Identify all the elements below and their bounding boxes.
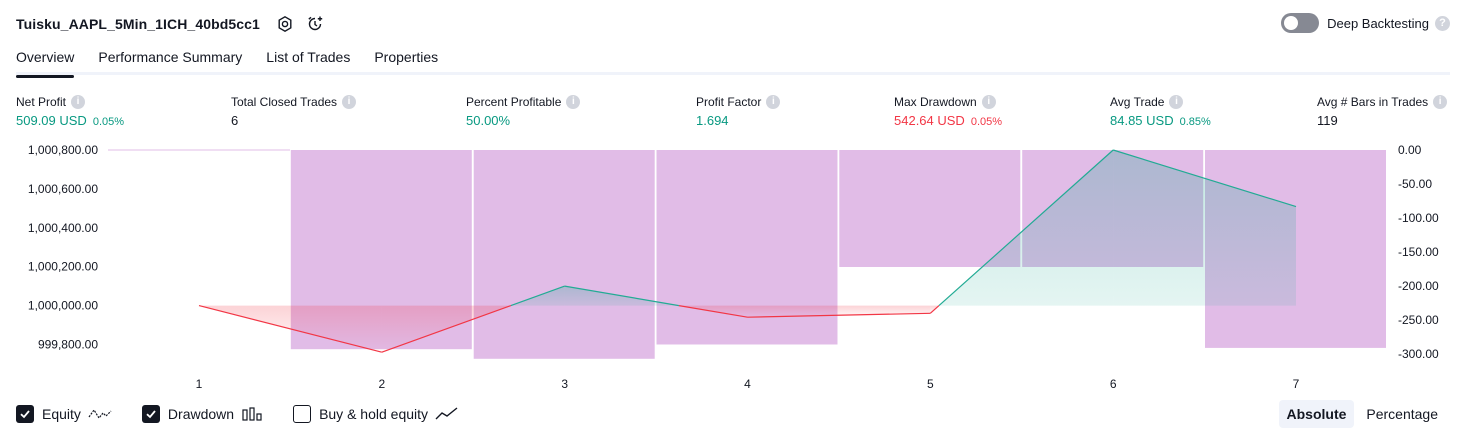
strategy-title: Tuisku_AAPL_5Min_1ICH_40bd5cc1 — [16, 16, 260, 32]
settings-icon[interactable] — [274, 13, 296, 35]
drawdown-bar — [839, 150, 1021, 267]
deep-backtesting-label: Deep Backtesting — [1327, 15, 1429, 31]
toggle-knob — [1284, 16, 1299, 30]
legend-buy-hold-equity[interactable]: Buy & hold equity — [293, 405, 459, 423]
info-icon[interactable]: i — [342, 94, 357, 109]
equity-line-segment — [929, 305, 940, 314]
right-axis-tick: -300.00 — [1398, 347, 1439, 361]
info-icon[interactable]: i — [981, 94, 996, 109]
chart-legend: Equity Drawdown Buy & hold equity — [16, 403, 489, 425]
legend-drawdown[interactable]: Drawdown — [141, 405, 263, 423]
legend-equity[interactable]: Equity — [16, 405, 112, 423]
equity-gain-area — [1113, 150, 1296, 306]
equity-drawdown-chart[interactable]: 1,000,800.00 1,000,600.00 1,000,400.00 1,00… — [0, 138, 1466, 398]
left-axis-tick: 999,800.00 — [38, 337, 98, 351]
equity-loss-area — [747, 305, 931, 318]
metric-value: 119 — [1317, 113, 1338, 128]
info-icon[interactable]: i — [1169, 94, 1184, 109]
equity-line-icon — [88, 406, 112, 422]
buy-hold-line-icon — [435, 406, 459, 422]
info-icon[interactable]: i — [1433, 94, 1448, 109]
right-axis-tick: -250.00 — [1398, 313, 1439, 327]
value-mode-switch: Absolute Percentage — [1278, 400, 1447, 428]
strategy-header: Tuisku_AAPL_5Min_1ICH_40bd5cc1 — [16, 12, 326, 36]
info-icon[interactable]: i — [766, 94, 781, 109]
equity-line-segment — [564, 285, 680, 307]
left-axis-tick: 1,000,800.00 — [28, 143, 98, 157]
percentage-button[interactable]: Percentage — [1366, 406, 1438, 422]
metric-total-closed-trades: Total Closed Trades i 6 — [231, 94, 357, 128]
equity-line-segment — [198, 305, 382, 353]
legend-label: Buy & hold equity — [319, 406, 429, 422]
metric-label: Profit Factor — [696, 94, 762, 109]
report-tabs: Overview Performance Summary List of Tra… — [16, 44, 1450, 78]
right-axis-tick: -50.00 — [1398, 177, 1432, 191]
x-axis-tick: 5 — [927, 377, 934, 391]
tab-performance-summary[interactable]: Performance Summary — [98, 49, 243, 65]
x-axis-tick: 3 — [561, 377, 568, 391]
metric-label: Max Drawdown — [894, 94, 977, 109]
left-axis-tick: 1,000,600.00 — [28, 182, 98, 196]
tab-list-of-trades[interactable]: List of Trades — [266, 49, 351, 65]
deep-backtesting-control: Deep Backtesting ? — [1281, 13, 1450, 33]
metric-net-profit: Net Profit i 509.09 USD 0.05% — [16, 94, 124, 128]
metric-avg-bars-in-trades: Avg # Bars in Trades i 119 — [1317, 94, 1448, 128]
drawdown-bar — [473, 150, 655, 359]
metric-label: Avg # Bars in Trades — [1317, 94, 1429, 109]
metric-value: 542.64 USD — [894, 113, 965, 128]
left-axis-tick: 1,000,000.00 — [28, 299, 98, 313]
metric-label: Net Profit — [16, 94, 67, 109]
info-icon[interactable]: i — [566, 94, 581, 109]
equity-line-segment — [678, 305, 748, 318]
question-icon[interactable]: ? — [1435, 15, 1450, 31]
right-axis-tick: 0.00 — [1398, 143, 1422, 157]
x-axis-tick: 7 — [1293, 377, 1300, 391]
metric-label: Avg Trade — [1110, 94, 1165, 109]
metric-value: 50.00% — [466, 113, 511, 128]
equity-line-segment — [510, 285, 565, 307]
add-alert-icon[interactable] — [304, 13, 326, 35]
buy-hold-checkbox[interactable] — [293, 405, 312, 423]
right-axis-tick: -200.00 — [1398, 279, 1439, 293]
metric-profit-factor: Profit Factor i 1.694 — [696, 94, 781, 128]
left-axis-tick: 1,000,200.00 — [28, 260, 98, 274]
metric-avg-trade: Avg Trade i 84.85 USD 0.85% — [1110, 94, 1211, 128]
metric-label: Percent Profitable — [466, 94, 562, 109]
deep-backtesting-toggle[interactable] — [1281, 13, 1320, 33]
equity-line-segment — [381, 305, 512, 353]
metrics-row: Net Profit i 509.09 USD 0.05% Total Closed… — [16, 94, 1450, 132]
left-axis-tick: 1,000,400.00 — [28, 221, 98, 235]
equity-line-segment — [747, 312, 931, 318]
absolute-button[interactable]: Absolute — [1278, 400, 1355, 428]
tab-overview[interactable]: Overview — [16, 44, 75, 78]
x-axis-tick: 6 — [1110, 377, 1117, 391]
metric-max-drawdown: Max Drawdown i 542.64 USD 0.05% — [894, 94, 1002, 128]
metric-percent: 0.85% — [1179, 116, 1211, 128]
metric-value: 6 — [231, 113, 239, 128]
equity-gain-area — [510, 286, 565, 306]
metric-value: 84.85 USD — [1110, 113, 1174, 128]
x-axis-tick: 4 — [744, 377, 751, 391]
metric-value: 1.694 — [696, 113, 729, 128]
right-axis-tick: -100.00 — [1398, 211, 1439, 225]
x-axis-tick: 2 — [378, 377, 385, 391]
equity-line-segment — [1113, 149, 1297, 208]
metric-percent: 0.05% — [92, 116, 125, 128]
metric-label: Total Closed Trades — [231, 94, 338, 109]
right-axis-tick: -150.00 — [1398, 245, 1439, 259]
equity-checkbox[interactable] — [16, 405, 34, 423]
drawdown-bars-icon — [241, 406, 263, 422]
equity-line-segment — [938, 149, 1114, 307]
x-axis-tick: 1 — [196, 377, 203, 391]
info-icon[interactable]: i — [71, 94, 86, 109]
metric-value: 509.09 USD — [16, 113, 87, 128]
legend-label: Drawdown — [167, 406, 235, 422]
metric-percent-profitable: Percent Profitable i 50.00% — [466, 94, 581, 128]
legend-label: Equity — [42, 406, 81, 422]
drawdown-checkbox[interactable] — [141, 405, 160, 423]
metric-percent: 0.05% — [970, 116, 1003, 128]
tab-properties[interactable]: Properties — [374, 49, 439, 65]
